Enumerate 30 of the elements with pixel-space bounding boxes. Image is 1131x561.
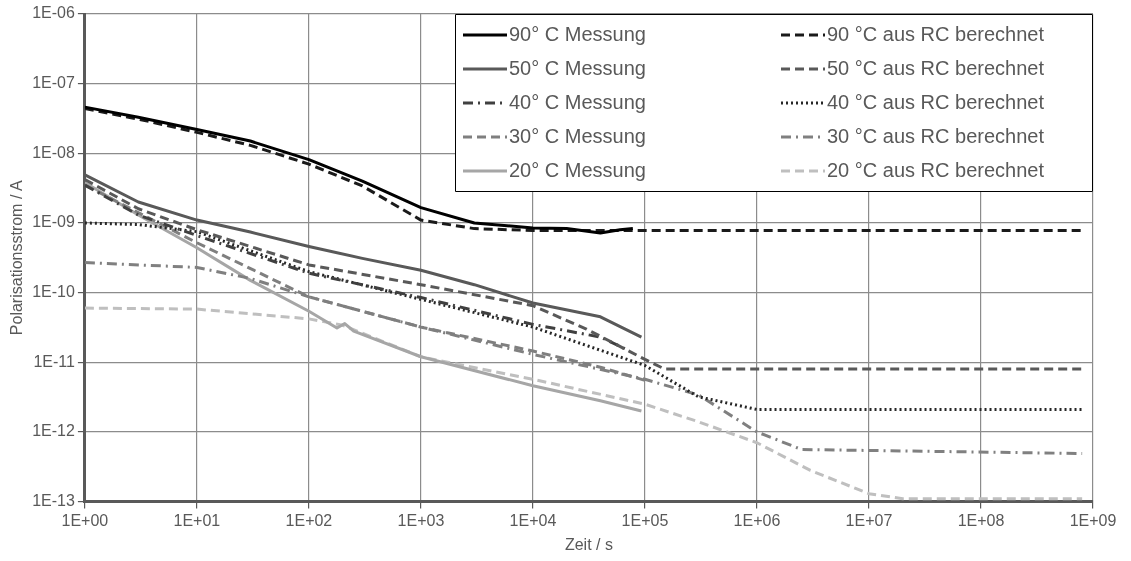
x-tick-label: 1E+08	[957, 511, 1005, 529]
x-tick-label: 1E+07	[845, 511, 893, 529]
legend-label: 30 °C aus RC berechnet	[827, 124, 1045, 147]
legend-label: 40° C Messung	[509, 90, 646, 113]
x-tick-label: 1E+01	[173, 511, 221, 529]
legend-label: 90° C Messung	[509, 22, 646, 45]
y-tick-label: 1E-07	[32, 74, 75, 92]
y-tick-label: 1E-11	[33, 352, 75, 370]
x-tick-label: 1E+00	[61, 511, 109, 529]
legend-label: 40 °C aus RC berechnet	[827, 90, 1045, 113]
legend-label: 90 °C aus RC berechnet	[827, 22, 1045, 45]
x-tick-label: 1E+04	[509, 511, 557, 529]
x-tick-label: 1E+02	[285, 511, 333, 529]
x-axis-title: Zeit / s	[564, 535, 613, 553]
y-tick-label: 1E-12	[32, 422, 75, 440]
y-tick-label: 1E-09	[32, 213, 75, 231]
x-tick-label: 1E+05	[621, 511, 669, 529]
y-tick-label: 1E-06	[32, 4, 75, 22]
x-tick-label: 1E+09	[1069, 511, 1117, 529]
legend-label: 20 °C aus RC berechnet	[827, 158, 1045, 181]
y-axis-title: Polarisationsstrom / A	[8, 180, 26, 336]
x-tick-label: 1E+06	[733, 511, 781, 529]
legend-label: 20° C Messung	[509, 158, 646, 181]
legend-label: 50 °C aus RC berechnet	[827, 56, 1045, 79]
y-tick-label: 1E-13	[32, 492, 75, 510]
legend-label: 50° C Messung	[509, 56, 646, 79]
x-tick-label: 1E+03	[397, 511, 445, 529]
legend-label: 30° C Messung	[509, 124, 646, 147]
y-tick-label: 1E-10	[32, 283, 75, 301]
y-tick-label: 1E-08	[32, 143, 75, 161]
